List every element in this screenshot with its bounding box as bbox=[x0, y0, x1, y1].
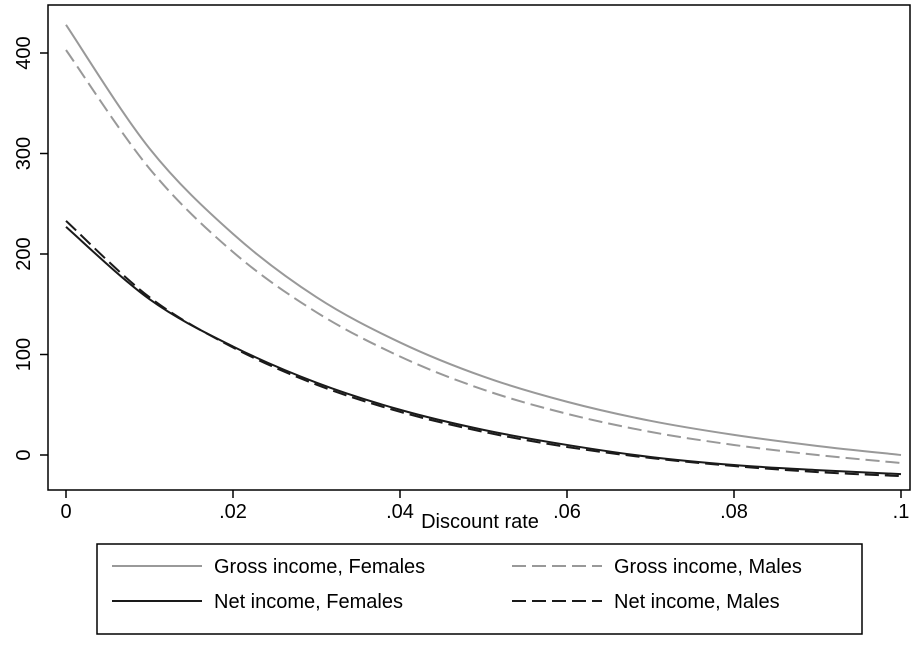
y-tick-label: 400 bbox=[13, 36, 35, 69]
legend: Gross income, Females Gross income, Males… bbox=[96, 543, 863, 635]
axis-layer: 0 .02 .04 .06 .08 .1 0 100 200 300 400 bbox=[13, 36, 909, 523]
series-line-4 bbox=[65, 220, 902, 478]
x-tick-label: 0 bbox=[60, 501, 71, 523]
legend-label-4: Net income, Males bbox=[614, 591, 780, 613]
x-tick-label: .02 bbox=[219, 501, 247, 523]
series-layer bbox=[65, 24, 902, 478]
y-tick-label: 100 bbox=[13, 338, 35, 371]
series-line-1 bbox=[65, 24, 902, 456]
legend-label-1: Gross income, Females bbox=[214, 556, 425, 578]
legend-label-3: Net income, Females bbox=[214, 591, 403, 613]
x-tick-label: .1 bbox=[893, 501, 910, 523]
plot-frame bbox=[47, 4, 911, 491]
legend-label-2: Gross income, Males bbox=[614, 556, 802, 578]
x-tick-label: .04 bbox=[386, 501, 414, 523]
legend-items: Gross income, Females Gross income, Males… bbox=[112, 556, 802, 613]
x-tick-label: .08 bbox=[720, 501, 748, 523]
y-tick-label: 0 bbox=[13, 449, 35, 460]
legend-box bbox=[96, 543, 863, 635]
y-tick-label: 300 bbox=[13, 137, 35, 170]
x-axis-title: Discount rate bbox=[421, 511, 539, 533]
series-line-3 bbox=[65, 226, 902, 476]
x-tick-label: .06 bbox=[553, 501, 581, 523]
y-tick-label: 200 bbox=[13, 237, 35, 270]
series-line-2 bbox=[65, 49, 902, 465]
